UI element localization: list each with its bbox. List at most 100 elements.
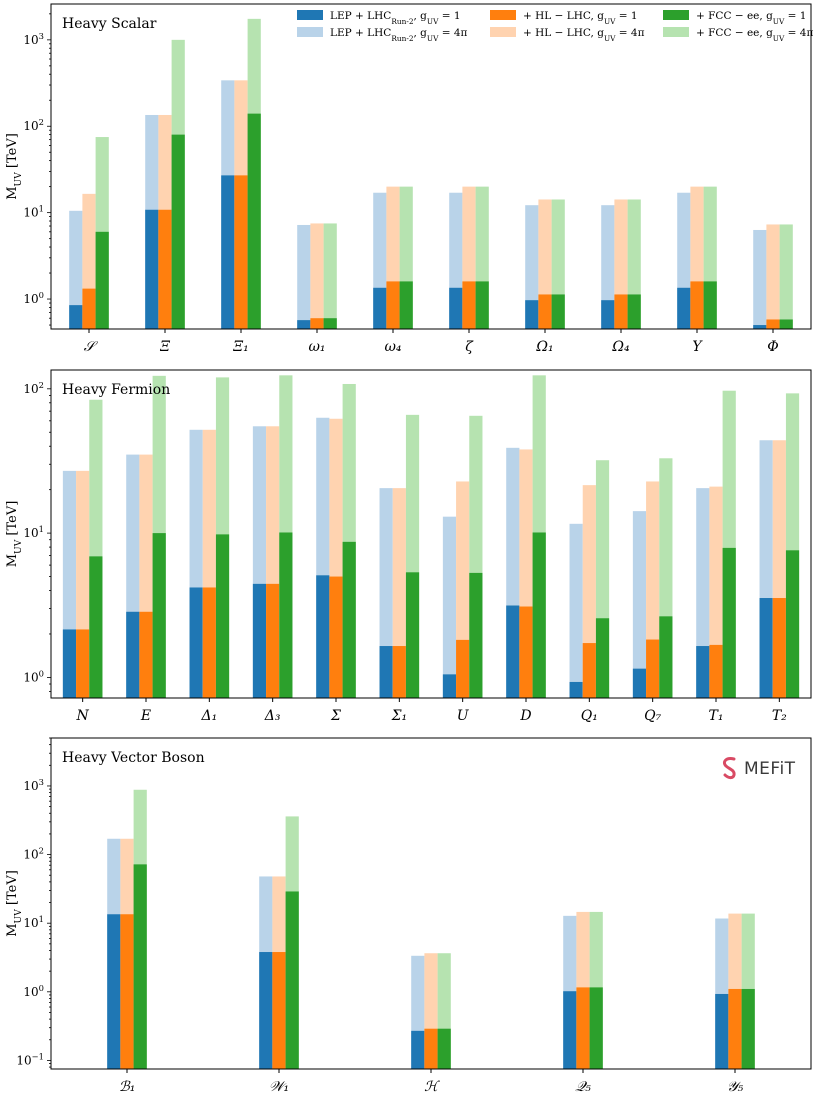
y-tick-label: 100 [23, 983, 44, 999]
bars [62, 375, 800, 698]
bar-blue-5 [316, 575, 330, 698]
category-label: ℋ [424, 1079, 440, 1094]
category-label: T₂ [772, 708, 787, 724]
bar-blue-2 [259, 952, 273, 1069]
bar-green-10 [659, 616, 673, 698]
bar-orange-1 [120, 914, 134, 1069]
panel-1: 𝒮 Ξ Ξ₁ ω₁ ω₄ ζ Ω₁ Ω₄ Υ Φ 100 101 102 103 MUV [TeV] Heav… [5, 3, 812, 355]
bar-green-7 [469, 572, 483, 698]
bar-blue-light-6 [379, 488, 393, 698]
bar-green-9 [595, 618, 610, 698]
bar-blue-4 [297, 320, 311, 329]
category-label: ζ [465, 339, 474, 355]
bar-orange-10 [766, 319, 780, 329]
bar-orange-2 [139, 611, 153, 698]
bar-orange-5 [386, 281, 400, 329]
bar-green-light-4 [323, 223, 337, 329]
category-label: N [76, 708, 90, 724]
bar-blue-9 [677, 287, 691, 329]
bar-blue-light-4 [297, 224, 311, 329]
bar-orange-3 [234, 175, 248, 329]
bar-blue-light-10 [753, 229, 767, 329]
legend-label: + FCC − ee, gUV = 4π [696, 27, 813, 43]
y-tick-label: 103 [23, 777, 44, 793]
bar-blue-light-1 [69, 210, 83, 329]
bar-blue-10 [753, 325, 767, 329]
bar-blue-3 [189, 587, 203, 698]
bar-orange-6 [462, 281, 476, 329]
legend-label: + HL − LHC, gUV = 4π [523, 27, 645, 43]
category-label: Δ₁ [200, 708, 217, 724]
bar-blue-3 [411, 1030, 425, 1069]
category-label: 𝒬₅ [575, 1079, 591, 1094]
bar-blue-light-7 [525, 205, 539, 329]
category-label: Δ₃ [264, 708, 281, 724]
bar-green-7 [551, 294, 565, 329]
bar-green-2 [152, 533, 166, 698]
panel-3: ℬ₁ 𝒲₁ ℋ 𝒬₅ 𝒴₅ 10−1 100 101 102 103 MUV [TeV] Heavy … [5, 737, 812, 1094]
category-label: Q₇ [644, 708, 661, 724]
category-label: Q₁ [581, 708, 598, 724]
bar-blue-3 [221, 175, 235, 329]
bar-orange-light-6 [392, 488, 406, 698]
category-label: Υ [692, 339, 703, 355]
legend-label: + FCC − ee, gUV = 1 [696, 10, 806, 26]
s-logo-stroke [722, 757, 736, 780]
bar-green-light-10 [779, 224, 793, 329]
axes-frame [50, 737, 812, 1070]
bar-orange-1 [76, 629, 90, 698]
legend-label: + HL − LHC, gUV = 1 [523, 10, 638, 26]
bar-orange-5 [329, 576, 343, 698]
y-tick-label: 10−1 [16, 1051, 44, 1067]
logo-text: MEFiT [744, 759, 796, 779]
category-label: Σ₁ [391, 708, 408, 724]
bar-green-2 [285, 891, 299, 1069]
bar-blue-9 [569, 681, 583, 698]
bar-orange-light-10 [766, 224, 780, 329]
bar-orange-4 [266, 583, 280, 698]
bar-blue-11 [696, 646, 710, 698]
legend-swatch [297, 10, 323, 20]
category-label: ω₁ [308, 339, 325, 355]
legend-label: LEP + LHCRun-2, gUV = 1 [330, 10, 461, 26]
bar-green-12 [785, 550, 800, 698]
y-tick-label: 100 [23, 290, 44, 306]
bar-green-1 [95, 231, 109, 329]
y-axis-label: MUV [TeV] [5, 870, 24, 937]
bar-blue-6 [449, 287, 463, 329]
bar-green-2 [171, 134, 185, 329]
bar-green-3 [247, 113, 261, 329]
bar-green-1 [133, 864, 147, 1069]
bar-orange-9 [582, 643, 596, 698]
bar-blue-6 [379, 646, 393, 698]
category-label: Ω₄ [611, 339, 630, 355]
category-label: ω₄ [384, 339, 401, 355]
bar-green-4 [589, 987, 603, 1069]
panel-title: Heavy Fermion [62, 382, 170, 398]
bar-orange-11 [709, 644, 723, 698]
legend-swatch [663, 10, 689, 20]
bar-green-4 [279, 532, 293, 698]
bar-orange-7 [456, 639, 470, 698]
y-tick-label: 101 [23, 914, 44, 930]
panel-2: N E Δ₁ Δ₃ Σ Σ₁ U D Q₁ Q₇ T₁ T₂ 100 101 102 MUV [TeV] Hea… [5, 369, 812, 724]
bar-green-10 [779, 319, 793, 329]
bar-blue-4 [252, 583, 267, 698]
category-label: D [519, 708, 531, 724]
y-tick-label: 102 [23, 117, 44, 133]
bar-blue-2 [145, 209, 159, 329]
y-tick-label: 102 [23, 380, 44, 396]
bar-green-3 [437, 1028, 451, 1069]
bar-blue-light-11 [696, 488, 710, 698]
bar-green-1 [89, 556, 103, 698]
bar-blue-7 [525, 300, 539, 329]
bar-orange-1 [82, 288, 96, 329]
bar-blue-5 [373, 287, 387, 329]
bar-orange-8 [519, 606, 533, 698]
category-label: Ω₁ [535, 339, 553, 355]
bar-green-6 [405, 572, 420, 698]
category-label: Φ [767, 339, 778, 355]
bar-orange-2 [158, 209, 172, 329]
